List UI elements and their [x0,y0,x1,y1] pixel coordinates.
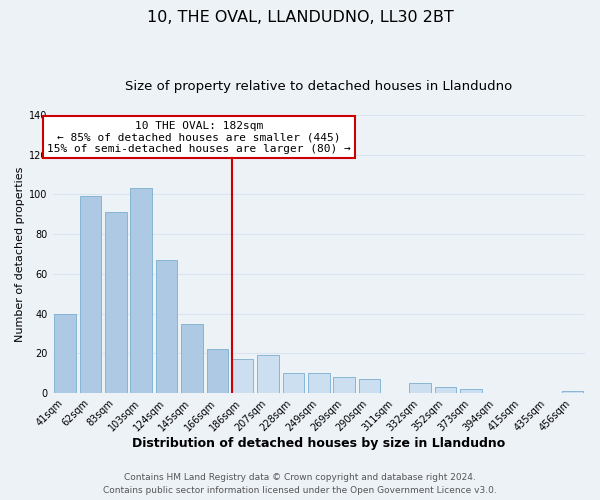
Bar [435,387,457,393]
Bar [156,260,178,393]
Bar [232,360,253,393]
Text: Contains HM Land Registry data © Crown copyright and database right 2024.
Contai: Contains HM Land Registry data © Crown c… [103,474,497,495]
Bar [55,314,76,393]
Bar [181,324,203,393]
X-axis label: Distribution of detached houses by size in Llandudno: Distribution of detached houses by size … [132,437,505,450]
Bar [334,377,355,393]
Y-axis label: Number of detached properties: Number of detached properties [15,166,25,342]
Bar [409,383,431,393]
Text: 10, THE OVAL, LLANDUDNO, LL30 2BT: 10, THE OVAL, LLANDUDNO, LL30 2BT [146,10,454,25]
Bar [105,212,127,393]
Bar [206,350,228,393]
Bar [359,379,380,393]
Bar [80,196,101,393]
Bar [460,389,482,393]
Bar [257,356,279,393]
Bar [130,188,152,393]
Bar [283,373,304,393]
Bar [562,391,583,393]
Title: Size of property relative to detached houses in Llandudno: Size of property relative to detached ho… [125,80,512,93]
Text: 10 THE OVAL: 182sqm
← 85% of detached houses are smaller (445)
15% of semi-detac: 10 THE OVAL: 182sqm ← 85% of detached ho… [47,120,351,154]
Bar [308,373,329,393]
